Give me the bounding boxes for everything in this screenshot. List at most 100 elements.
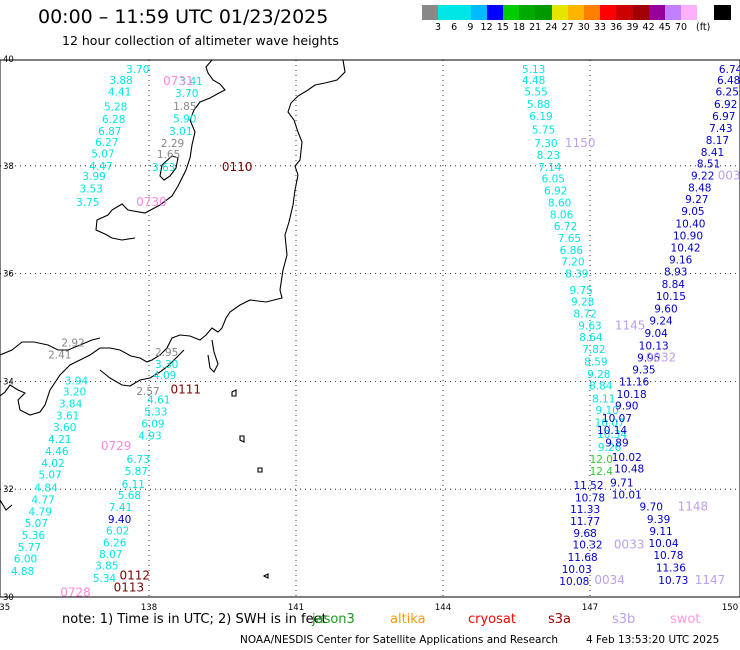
wave-height-value: 7.14 bbox=[538, 162, 562, 174]
wave-height-value: 4.88 bbox=[11, 566, 34, 578]
wave-height-value: 8.51 bbox=[697, 159, 720, 171]
wave-height-value: 7.30 bbox=[534, 138, 557, 150]
wave-height-value: 11.68 bbox=[568, 552, 598, 564]
pass-time-label: 0728 bbox=[60, 586, 91, 600]
legend-tick-label: 24 bbox=[545, 22, 558, 33]
legend-tick-label: (ft) bbox=[696, 22, 711, 33]
legend-swatch bbox=[551, 5, 569, 20]
wave-height-value: 10.01 bbox=[612, 490, 642, 502]
wave-height-value: 9.24 bbox=[649, 315, 673, 327]
footer-note: note: 1) Time is in UTC; 2) SWH is in fe… bbox=[62, 612, 700, 627]
wave-height-value: 9.10 bbox=[595, 405, 618, 417]
legend-tick-label: 9 bbox=[467, 22, 474, 33]
wave-height-value: 9.90 bbox=[615, 401, 638, 413]
wave-height-value: 6.02 bbox=[106, 526, 129, 538]
wave-height-value: 9.60 bbox=[654, 304, 677, 316]
legend-swatch bbox=[648, 5, 666, 20]
wave-height-value: 9.39 bbox=[647, 514, 670, 526]
wave-height-value: 10.15 bbox=[656, 291, 686, 303]
latitude-label: 38 bbox=[3, 162, 14, 172]
wave-height-value: 5.13 bbox=[522, 64, 545, 76]
map-frame bbox=[0, 59, 740, 598]
wave-height-value: 8.41 bbox=[701, 147, 724, 159]
wave-height-value: 6.87 bbox=[98, 126, 121, 138]
satellite-key-swot: swot bbox=[670, 612, 701, 627]
wave-height-value: 9.40 bbox=[108, 514, 131, 526]
wave-height-value: 7.65 bbox=[558, 233, 581, 245]
wave-height-value: 9.28 bbox=[571, 297, 594, 309]
pass-time-label: 1150 bbox=[565, 136, 596, 150]
wave-height-value: 10.07 bbox=[602, 413, 632, 425]
wave-height-value: 10.40 bbox=[675, 218, 705, 230]
legend-tick-label: 27 bbox=[561, 22, 574, 33]
pass-time-label: 0033 bbox=[614, 538, 645, 552]
wave-height-labels: 3.703.884.415.286.286.876.275.074.473.99… bbox=[11, 64, 740, 600]
legend-swatch bbox=[519, 5, 537, 20]
pass-time-label: 0111 bbox=[170, 382, 201, 396]
satellite-key-altika: altika bbox=[390, 612, 426, 627]
wave-height-value: 5.75 bbox=[532, 125, 555, 137]
wave-height-value: 10.13 bbox=[639, 340, 669, 352]
wave-height-value: 10.07 bbox=[595, 417, 625, 429]
wave-height-value: 5.36 bbox=[22, 530, 46, 542]
wave-height-value: 7.41 bbox=[109, 502, 132, 514]
wave-height-value: 6.97 bbox=[712, 111, 735, 123]
legend-tick-label: 42 bbox=[642, 22, 655, 33]
legend-tick-label: 70 bbox=[674, 22, 688, 33]
wave-height-value: 6.27 bbox=[95, 137, 118, 149]
wave-height-value: 3.61 bbox=[56, 410, 79, 422]
wave-height-value: 4.09 bbox=[153, 370, 176, 382]
legend-tick-label: 39 bbox=[626, 22, 639, 33]
wave-height-value: 10.78 bbox=[575, 492, 605, 504]
longitude-label: 144 bbox=[435, 603, 451, 613]
axis-labels: 135 138 141 144 147 150 40 38 36 34 32 30 bbox=[0, 55, 738, 613]
wave-height-value: 6.09 bbox=[141, 418, 164, 430]
wave-height-value: 8.60 bbox=[548, 197, 571, 209]
legend-tick-label: 12 bbox=[480, 22, 493, 33]
wave-height-value: 3.75 bbox=[76, 197, 99, 209]
legend-tick-label: 36 bbox=[610, 22, 623, 33]
wave-height-value: 6.73 bbox=[127, 454, 150, 466]
longitude-label: 135 bbox=[0, 603, 10, 613]
wave-height-value: 8.59 bbox=[584, 356, 607, 368]
pass-time-label: 0112 bbox=[120, 568, 151, 582]
wave-height-value: 2.41 bbox=[48, 349, 71, 361]
wave-height-value: 7.43 bbox=[709, 123, 732, 135]
wave-height-value: 4.61 bbox=[147, 395, 170, 407]
wave-height-value: 4.41 bbox=[108, 86, 131, 98]
wave-height-value: 9.16 bbox=[669, 255, 693, 267]
longitude-label: 141 bbox=[288, 603, 304, 613]
latitude-label: 36 bbox=[3, 270, 14, 280]
pass-time-label: 0113 bbox=[114, 580, 145, 594]
longitude-label: 150 bbox=[722, 603, 738, 613]
legend-swatch bbox=[584, 5, 601, 20]
wave-height-value: 11.52 bbox=[573, 480, 603, 492]
wave-height-value: 8.72 bbox=[573, 308, 596, 320]
legend-swatch bbox=[470, 5, 488, 20]
map-grid bbox=[0, 60, 740, 597]
legend-swatch bbox=[600, 5, 618, 20]
latitude-label: 40 bbox=[3, 55, 14, 65]
wave-height-value: 8.84 bbox=[589, 381, 613, 393]
wave-height-value: 1.85 bbox=[173, 101, 196, 113]
pass-time-label: 0729 bbox=[101, 439, 132, 453]
wave-height-value: 11.33 bbox=[570, 504, 600, 516]
wave-height-value: 5.07 bbox=[91, 148, 114, 160]
wave-height-value: 4.84 bbox=[34, 483, 58, 495]
wave-height-value: 3.99 bbox=[82, 171, 105, 183]
legend-swatch bbox=[454, 5, 472, 20]
legend-swatch bbox=[438, 5, 456, 20]
wave-height-value: 10.48 bbox=[614, 464, 644, 476]
izu-peninsula bbox=[207, 339, 219, 373]
wave-height-value: 9.22 bbox=[691, 171, 714, 183]
wave-height-value: 3.85 bbox=[95, 561, 118, 573]
wave-height-value: 3.84 bbox=[59, 398, 83, 410]
wave-height-value: 8.17 bbox=[706, 135, 729, 147]
wave-height-value: 3.20 bbox=[63, 387, 86, 399]
satellite-key-s3b: s3b bbox=[612, 612, 636, 627]
wave-height-value: 5.28 bbox=[104, 102, 127, 114]
wave-height-value: 5.68 bbox=[118, 490, 141, 502]
legend-tick-label: 18 bbox=[512, 22, 526, 33]
note-text: note: 1) Time is in UTC; 2) SWH is in fe… bbox=[62, 612, 327, 627]
latitude-label: 30 bbox=[3, 593, 14, 603]
